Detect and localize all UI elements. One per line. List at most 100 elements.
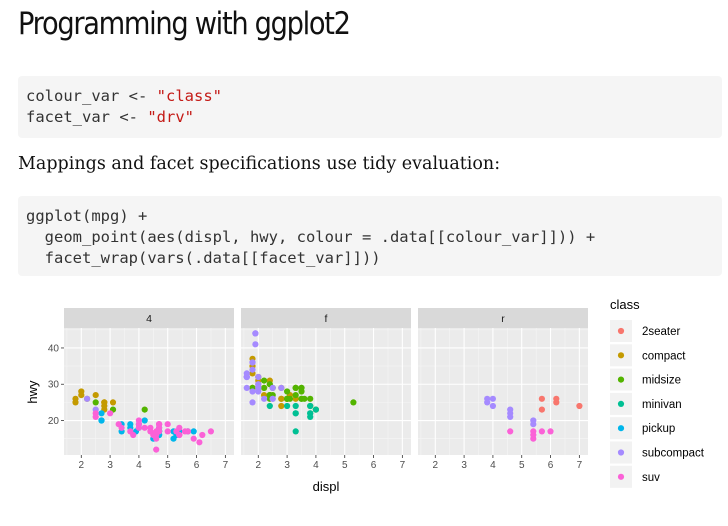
facet-strip xyxy=(418,308,588,328)
data-point xyxy=(109,399,117,406)
x-tick-label: 2 xyxy=(433,460,439,471)
legend-symbol xyxy=(617,400,625,407)
x-tick-label: 6 xyxy=(548,460,554,471)
code-line: facet_var <- "drv" xyxy=(26,107,714,128)
code-line: ggplot(mpg) + xyxy=(26,207,148,225)
data-point xyxy=(98,410,105,417)
data-point xyxy=(307,395,314,402)
data-point xyxy=(141,417,148,424)
data-point xyxy=(101,402,108,410)
data-point xyxy=(298,384,305,391)
code-text: colour_var <- xyxy=(26,87,157,105)
data-point xyxy=(243,384,250,391)
data-point xyxy=(489,395,496,402)
code-block-ggplot: ggplot(mpg) + geom_point(aes(displ, hwy,… xyxy=(18,196,722,276)
x-tick-label: 2 xyxy=(79,460,85,471)
data-point xyxy=(292,428,299,435)
data-point xyxy=(92,392,99,399)
page-title: Programming with ggplot2 xyxy=(18,6,351,42)
data-point xyxy=(292,392,299,399)
x-tick-label: 4 xyxy=(136,460,142,471)
legend-label: pickup xyxy=(642,423,675,435)
facet-strip-label: 4 xyxy=(146,313,152,325)
x-tick-label: 5 xyxy=(342,460,348,471)
data-point xyxy=(278,384,285,391)
legend-label: 2seater xyxy=(642,326,681,338)
x-tick-label: 5 xyxy=(165,460,171,471)
data-point xyxy=(141,406,148,413)
data-point xyxy=(307,402,314,410)
data-point xyxy=(261,377,268,384)
code-block-variables: colour_var <- "class" facet_var <- "drv" xyxy=(18,76,722,138)
y-tick-label: 40 xyxy=(48,343,60,354)
data-point xyxy=(307,410,314,417)
x-tick-label: 4 xyxy=(313,460,319,471)
facet-strip-label: r xyxy=(501,313,505,325)
y-axis-title: hwy xyxy=(25,380,40,404)
data-point xyxy=(249,388,256,395)
data-point xyxy=(547,428,554,435)
data-point xyxy=(576,402,583,410)
y-tick-label: 20 xyxy=(48,416,60,427)
panel-background xyxy=(241,328,411,455)
data-point xyxy=(538,406,546,413)
x-tick-label: 7 xyxy=(223,460,229,471)
data-point xyxy=(269,395,276,402)
data-point xyxy=(199,431,206,439)
facet-strip xyxy=(241,308,411,328)
legend-symbol xyxy=(617,473,625,480)
data-point xyxy=(292,402,299,410)
legend-label: subcompact xyxy=(642,448,705,460)
code-line: colour_var <- "class" xyxy=(26,86,714,107)
x-tick-label: 3 xyxy=(461,460,467,471)
x-tick-label: 4 xyxy=(490,460,496,471)
data-point xyxy=(538,428,546,435)
data-point xyxy=(107,410,114,417)
x-tick-label: 7 xyxy=(400,460,406,471)
data-point xyxy=(92,413,99,420)
data-point xyxy=(255,384,262,391)
data-point xyxy=(141,424,148,431)
data-point xyxy=(249,359,256,366)
y-tick-label: 30 xyxy=(48,380,60,391)
paragraph: Mappings and facet specifications use ti… xyxy=(18,154,501,174)
legend-symbol xyxy=(617,376,625,383)
data-point xyxy=(135,417,142,424)
data-point xyxy=(507,428,514,435)
data-point xyxy=(164,421,171,428)
x-tick-label: 6 xyxy=(194,460,200,471)
data-point xyxy=(249,399,256,406)
legend-label: compact xyxy=(642,350,686,362)
code-line: geom_point(aes(displ, hwy, colour = .dat… xyxy=(26,228,596,246)
code-line: facet_wrap(vars(.data[[facet_var]])) xyxy=(26,249,381,267)
x-tick-label: 6 xyxy=(371,460,377,471)
data-point xyxy=(249,366,256,373)
x-tick-label: 5 xyxy=(519,460,525,471)
data-point xyxy=(553,399,560,406)
facet-strip xyxy=(64,308,234,328)
x-tick-label: 7 xyxy=(577,460,583,471)
legend-label: suv xyxy=(642,472,660,484)
data-point xyxy=(350,399,357,406)
data-point xyxy=(538,395,546,402)
facet-strip-label: f xyxy=(325,313,328,325)
data-point xyxy=(84,395,91,402)
data-point xyxy=(173,428,180,435)
data-point xyxy=(507,406,514,413)
code-string: "class" xyxy=(156,87,222,105)
data-point xyxy=(252,341,259,348)
data-point xyxy=(269,384,276,391)
data-point xyxy=(252,330,259,337)
data-point xyxy=(292,410,299,417)
legend-title: class xyxy=(610,297,640,312)
legend-symbol xyxy=(617,327,625,335)
data-point xyxy=(261,395,268,402)
data-point xyxy=(153,446,160,453)
data-point xyxy=(266,402,273,410)
data-point xyxy=(118,424,125,431)
data-point xyxy=(98,417,105,424)
legend-symbol xyxy=(617,352,625,359)
data-point xyxy=(196,439,203,446)
data-point xyxy=(284,402,291,410)
x-tick-label: 3 xyxy=(107,460,113,471)
